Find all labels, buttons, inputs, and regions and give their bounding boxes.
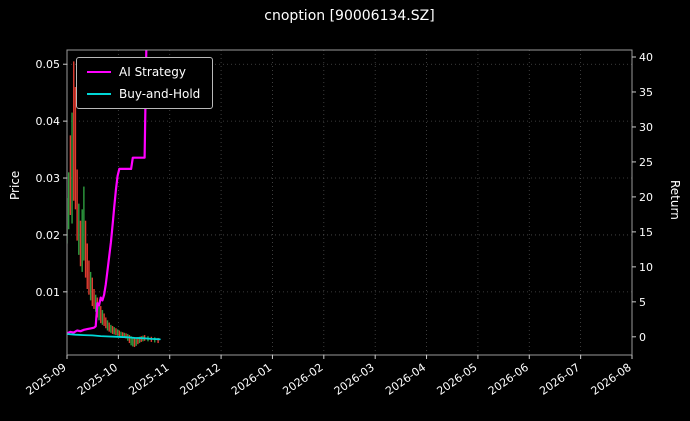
legend-swatch xyxy=(87,71,111,73)
svg-text:35: 35 xyxy=(639,86,653,99)
svg-text:0.04: 0.04 xyxy=(36,115,61,128)
svg-text:2025-11: 2025-11 xyxy=(126,361,171,398)
legend: AI Strategy Buy-and-Hold xyxy=(76,57,214,109)
chart-title: cnoption [90006134.SZ] xyxy=(264,8,435,24)
svg-text:20: 20 xyxy=(639,191,653,204)
svg-text:0.02: 0.02 xyxy=(36,229,61,242)
legend-label: AI Strategy xyxy=(119,65,186,79)
y-axis-label-return: Return xyxy=(668,180,682,220)
svg-text:10: 10 xyxy=(639,261,653,274)
svg-text:25: 25 xyxy=(639,156,653,169)
svg-text:0.01: 0.01 xyxy=(36,286,61,299)
svg-text:2025-09: 2025-09 xyxy=(24,361,69,398)
svg-text:2026-04: 2026-04 xyxy=(383,361,428,398)
svg-text:2025-12: 2025-12 xyxy=(178,361,223,398)
svg-text:2026-03: 2026-03 xyxy=(332,361,377,398)
svg-text:2026-01: 2026-01 xyxy=(229,361,274,398)
svg-text:0.05: 0.05 xyxy=(36,58,61,71)
svg-text:0: 0 xyxy=(639,331,646,344)
svg-text:40: 40 xyxy=(639,51,653,64)
svg-text:2026-02: 2026-02 xyxy=(280,361,325,398)
svg-text:5: 5 xyxy=(639,296,646,309)
legend-item-ai-strategy: AI Strategy xyxy=(87,65,200,79)
legend-label: Buy-and-Hold xyxy=(119,87,201,101)
legend-swatch xyxy=(87,93,111,95)
y-axis-label-price: Price xyxy=(8,170,22,200)
svg-text:2026-06: 2026-06 xyxy=(486,361,531,398)
svg-text:15: 15 xyxy=(639,226,653,239)
svg-text:30: 30 xyxy=(639,121,653,134)
svg-text:0.03: 0.03 xyxy=(36,172,61,185)
svg-text:2026-07: 2026-07 xyxy=(537,361,582,398)
svg-text:2026-05: 2026-05 xyxy=(435,361,480,398)
svg-text:2025-10: 2025-10 xyxy=(75,361,120,398)
legend-item-buy-and-hold: Buy-and-Hold xyxy=(87,87,200,101)
svg-text:2026-08: 2026-08 xyxy=(589,361,634,398)
